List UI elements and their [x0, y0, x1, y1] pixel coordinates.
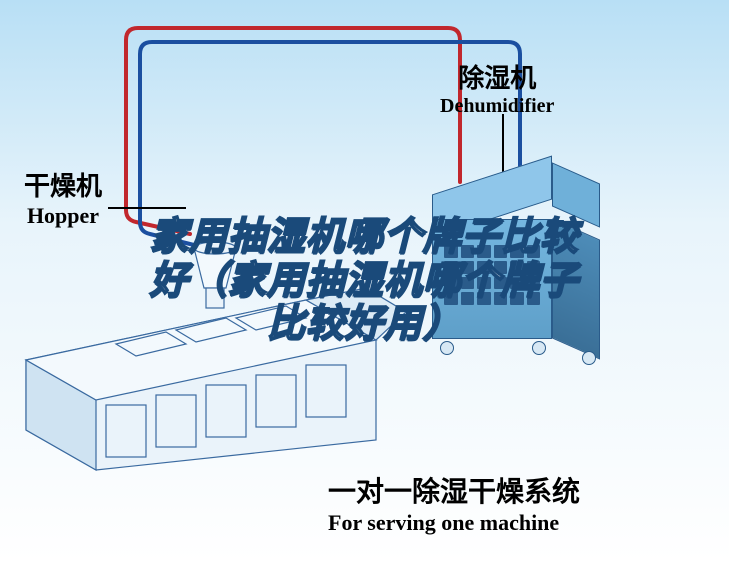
- dehumidifier-label-en: Dehumidifier: [440, 95, 554, 118]
- overlay-title: 家用抽湿机哪个牌子比较 好（家用抽湿机哪个牌子 比较好用）: [150, 216, 579, 347]
- overlay-line2: 好（家用抽湿机哪个牌子: [150, 260, 579, 304]
- caption-cn: 一对一除湿干燥系统: [328, 470, 580, 510]
- dehumidifier-leader: [502, 114, 504, 174]
- pipe-red: [126, 28, 460, 234]
- dehumidifier-label: 除湿机 Dehumidifier: [440, 58, 554, 118]
- overlay-line3: 比较好用）: [150, 303, 579, 347]
- caption-en: For serving one machine: [328, 510, 580, 536]
- caster-icon: [582, 351, 596, 365]
- hopper-leader: [108, 207, 186, 209]
- panel: [306, 365, 346, 417]
- hopper-label-en: Hopper: [24, 203, 102, 229]
- panel: [206, 385, 246, 437]
- panel: [106, 405, 146, 457]
- hopper-label: 干燥机 Hopper: [24, 166, 102, 229]
- panel: [256, 375, 296, 427]
- panel: [156, 395, 196, 447]
- system-caption: 一对一除湿干燥系统 For serving one machine: [328, 470, 580, 536]
- dehumidifier-label-cn: 除湿机: [440, 58, 554, 95]
- overlay-line1: 家用抽湿机哪个牌子比较: [150, 216, 579, 260]
- hopper-label-cn: 干燥机: [24, 166, 102, 203]
